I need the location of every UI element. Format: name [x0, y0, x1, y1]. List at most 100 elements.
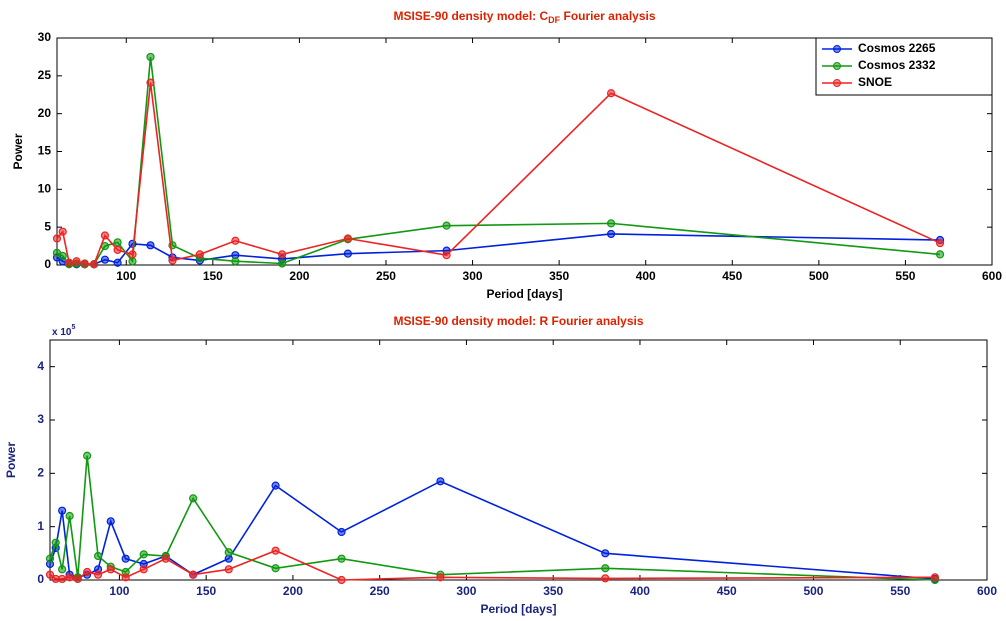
- data-point: [195, 250, 204, 259]
- data-point: [436, 477, 445, 486]
- y-tick-label: 2: [37, 466, 44, 480]
- y-tick-label: 5: [44, 219, 51, 233]
- data-point: [601, 574, 610, 583]
- data-point: [121, 554, 130, 563]
- x-tick-label: 100: [109, 584, 129, 598]
- data-point: [271, 481, 280, 490]
- data-point: [271, 564, 280, 573]
- data-point: [80, 259, 89, 268]
- data-point: [100, 231, 110, 240]
- title-text-end: Fourier analysis: [560, 9, 656, 23]
- data-point: [51, 538, 60, 547]
- data-point: [935, 238, 945, 248]
- x-tick-label: 200: [283, 584, 303, 598]
- data-point: [139, 550, 148, 559]
- data-point: [168, 256, 177, 265]
- data-point: [58, 251, 67, 261]
- data-point: [45, 554, 55, 563]
- x-tick-label: 250: [370, 584, 390, 598]
- x-tick-label: 200: [289, 269, 309, 283]
- data-point: [606, 89, 616, 98]
- y-axis-label: Power: [11, 133, 25, 169]
- y-tick-label: 0: [44, 257, 51, 271]
- data-point: [93, 551, 103, 561]
- plot-area: [49, 339, 988, 581]
- data-point: [58, 506, 67, 515]
- data-point: [58, 227, 67, 236]
- multiplier-exponent: 5: [71, 324, 75, 331]
- x-tick-label: 250: [376, 269, 396, 283]
- x-tick-label: 300: [463, 269, 483, 283]
- data-point: [45, 570, 55, 579]
- legend-label: SNOE: [858, 75, 892, 89]
- data-point: [100, 255, 110, 264]
- y-tick-label: 15: [38, 144, 52, 158]
- data-point: [65, 258, 74, 267]
- data-point: [161, 554, 170, 563]
- x-tick-label: 300: [456, 584, 476, 598]
- data-point: [337, 554, 346, 563]
- x-axis-label: Period [days]: [480, 602, 556, 616]
- data-point: [83, 567, 92, 577]
- data-point: [606, 219, 616, 228]
- data-point: [231, 257, 240, 266]
- data-point: [73, 574, 82, 584]
- data-point: [121, 573, 130, 582]
- data-point: [277, 259, 287, 268]
- y-tick-label: 4: [37, 359, 44, 373]
- x-tick-label: 450: [717, 584, 737, 598]
- data-point: [189, 570, 198, 579]
- x-tick-label: 600: [982, 269, 1002, 283]
- data-point: [224, 565, 233, 574]
- data-point: [231, 236, 240, 245]
- x-tick-label: 500: [809, 269, 829, 283]
- y-tick-label: 25: [38, 68, 52, 82]
- x-tick-label: 450: [722, 269, 742, 283]
- x-axis-label: Period [days]: [486, 287, 562, 301]
- data-point: [146, 52, 155, 62]
- y-axis-label: Power: [4, 442, 18, 478]
- data-point: [65, 511, 74, 521]
- y-tick-label: 3: [37, 412, 44, 426]
- data-point: [65, 573, 74, 582]
- data-point: [113, 238, 122, 247]
- data-point: [601, 549, 610, 558]
- data-point: [189, 494, 198, 503]
- data-point: [271, 546, 280, 555]
- y-multiplier: x 105: [52, 324, 75, 338]
- x-tick-label: 350: [543, 584, 563, 598]
- series-line: [49, 480, 936, 580]
- data-point: [442, 221, 451, 230]
- data-point: [113, 245, 122, 254]
- data-point: [146, 78, 155, 87]
- legend-marker: [833, 79, 841, 87]
- data-point: [139, 565, 148, 574]
- data-point: [601, 564, 610, 573]
- legend-label: Cosmos 2332: [858, 58, 936, 72]
- data-point: [442, 251, 451, 260]
- chart-title: MSISE-90 density model: R Fourier analys…: [393, 314, 643, 328]
- data-point: [146, 241, 155, 250]
- data-point: [224, 548, 233, 557]
- x-tick-label: 600: [977, 584, 997, 598]
- data-point: [337, 575, 346, 585]
- data-point: [58, 565, 67, 574]
- data-point: [83, 451, 92, 460]
- data-point: [128, 250, 137, 259]
- data-point: [935, 250, 945, 259]
- legend-marker: [833, 45, 841, 53]
- x-tick-label: 400: [630, 584, 650, 598]
- data-point: [606, 229, 616, 239]
- x-tick-label: 150: [196, 584, 216, 598]
- x-tick-label: 100: [116, 269, 136, 283]
- x-tick-label: 500: [803, 584, 823, 598]
- data-point: [343, 234, 352, 243]
- title-subscript: DF: [548, 15, 560, 25]
- x-tick-label: 150: [203, 269, 223, 283]
- title-text: MSISE-90 density model: C: [393, 9, 548, 23]
- data-point: [277, 250, 287, 259]
- multiplier-base: x 10: [52, 327, 72, 338]
- x-tick-label: 550: [890, 584, 910, 598]
- title-text: MSISE-90 density model: R Fourier analys…: [393, 314, 643, 328]
